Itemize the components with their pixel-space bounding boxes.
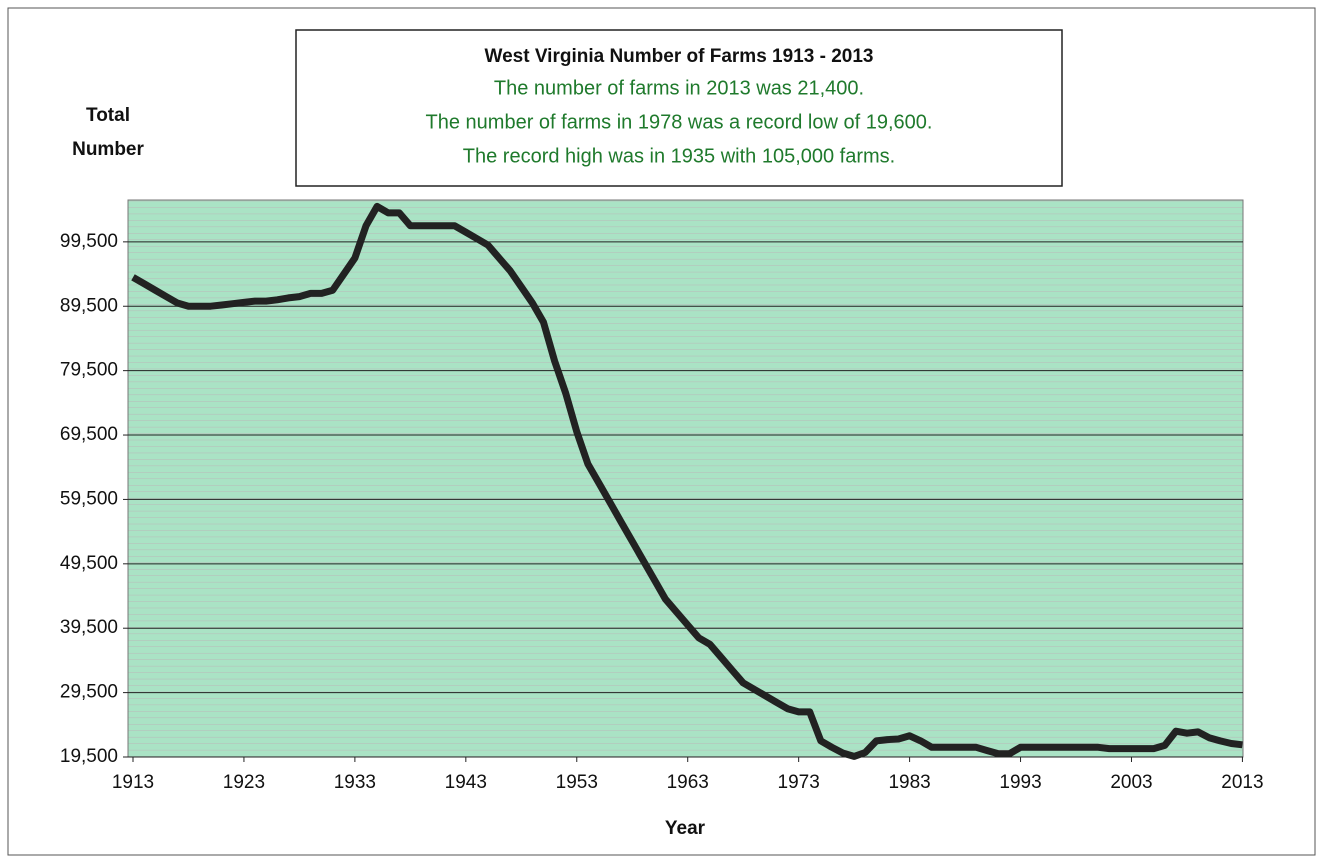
y-tick-label: 19,500 <box>60 746 118 767</box>
y-tick-label: 39,500 <box>60 617 118 638</box>
subtitle: The record high was in 1935 with 105,000… <box>463 145 895 167</box>
x-tick-label: 1923 <box>223 772 265 793</box>
y-tick-label: 49,500 <box>60 553 118 574</box>
y-tick-label: 69,500 <box>60 424 118 445</box>
x-tick-label: 1953 <box>556 772 598 793</box>
x-tick-label: 2003 <box>1110 772 1152 793</box>
x-tick-label: 2013 <box>1221 772 1263 793</box>
y-axis-label: Number <box>72 139 144 160</box>
y-tick-label: 79,500 <box>60 360 118 381</box>
subtitle: The number of farms in 1978 was a record… <box>426 111 933 133</box>
minor-grid <box>127 199 1244 758</box>
y-tick-label: 89,500 <box>60 295 118 316</box>
x-tick-label: 1913 <box>112 772 154 793</box>
x-axis-label: Year <box>665 818 706 839</box>
x-tick-label: 1993 <box>999 772 1041 793</box>
y-axis-label: Total <box>86 105 130 126</box>
y-tick-label: 99,500 <box>60 231 118 252</box>
y-tick-label: 59,500 <box>60 488 118 509</box>
x-tick-label: 1973 <box>778 772 820 793</box>
subtitle: The number of farms in 2013 was 21,400. <box>494 77 864 99</box>
data-line <box>131 202 1243 760</box>
title-box <box>295 29 1063 187</box>
x-tick-label: 1983 <box>888 772 930 793</box>
x-tick-label: 1943 <box>445 772 487 793</box>
y-tick-label: 29,500 <box>60 682 118 703</box>
x-tick-label: 1933 <box>334 772 376 793</box>
chart-title: West Virginia Number of Farms 1913 - 201… <box>485 46 874 67</box>
x-tick-label: 1963 <box>667 772 709 793</box>
